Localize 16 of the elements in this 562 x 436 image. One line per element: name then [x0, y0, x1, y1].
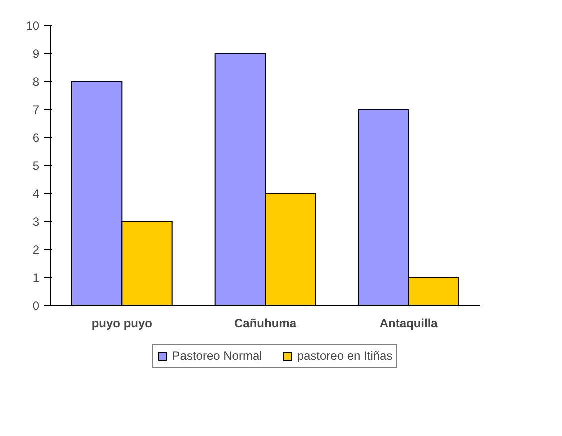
- y-tick-label: 3: [32, 215, 40, 229]
- legend-label: Pastoreo Normal: [172, 348, 262, 362]
- y-tick-label: 6: [32, 131, 40, 145]
- y-tick-label: 8: [32, 75, 40, 89]
- y-tick-label: 2: [32, 243, 40, 257]
- x-tick-label: puyo puyo: [92, 316, 153, 330]
- x-tick-label: Antaquilla: [380, 316, 438, 330]
- y-tick-label: 1: [32, 271, 40, 285]
- y-tick-label: 7: [32, 103, 40, 117]
- y-tick-label: 5: [32, 159, 40, 173]
- legend-label: pastoreo en Itiñas: [297, 348, 393, 362]
- x-tick-label: Cañuhuma: [234, 316, 297, 330]
- y-tick-label: 10: [26, 19, 40, 33]
- y-tick-label: 0: [32, 299, 40, 313]
- y-tick-label: 9: [32, 47, 40, 61]
- y-tick-label: 4: [32, 187, 40, 201]
